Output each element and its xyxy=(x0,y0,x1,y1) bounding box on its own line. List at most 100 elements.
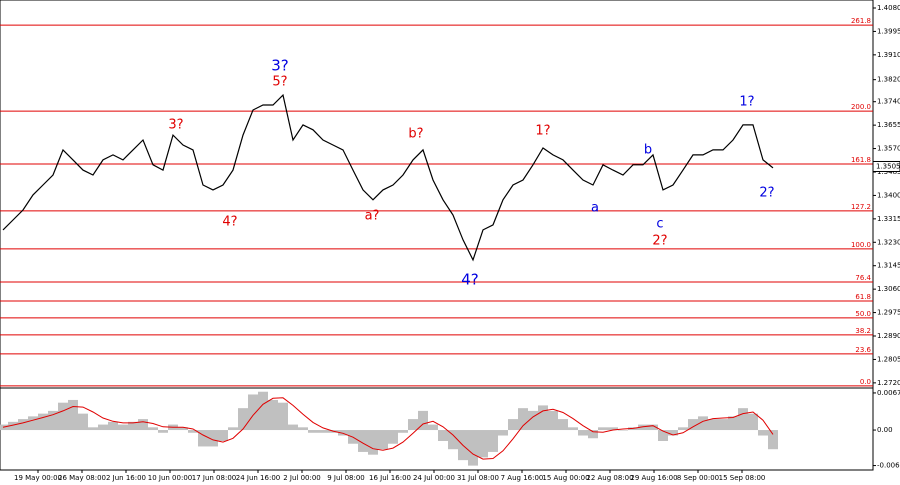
histogram-bar xyxy=(108,421,118,431)
fib-label: 23.6 xyxy=(855,346,871,354)
histogram-bar xyxy=(538,405,548,431)
x-tick-label: 9 Jul 08:00 xyxy=(327,474,365,482)
histogram-bar xyxy=(648,424,658,431)
wave-label: 1? xyxy=(739,95,754,110)
x-tick-label: 24 Jul 00:00 xyxy=(413,474,455,482)
wave-label: a xyxy=(591,201,599,216)
histogram-bar xyxy=(698,416,708,431)
histogram-bar xyxy=(198,430,208,447)
y-tick-label: 1.3315 xyxy=(877,215,900,223)
histogram-bar xyxy=(468,430,478,466)
histogram-bar xyxy=(18,419,28,431)
histogram-bar xyxy=(388,430,398,444)
histogram-bar xyxy=(218,430,228,441)
fib-label: 0.0 xyxy=(860,378,871,386)
wave-label: 5? xyxy=(272,75,287,90)
x-tick-label: 19 May 00:00 xyxy=(14,474,62,482)
x-tick-label: 26 May 08:00 xyxy=(58,474,106,482)
histogram-bar xyxy=(98,424,108,431)
wave-label: c xyxy=(656,217,663,232)
y-tick-label: 1.3230 xyxy=(877,238,900,246)
wave-label: 3? xyxy=(168,118,183,133)
histogram-bar xyxy=(588,430,598,439)
histogram-bar xyxy=(428,424,438,431)
histogram-bar xyxy=(578,430,588,436)
histogram-bar xyxy=(178,427,188,431)
histogram-bar xyxy=(438,430,448,441)
x-tick-label: 7 Aug 16:00 xyxy=(501,474,544,482)
x-tick-label: 2 Jul 00:00 xyxy=(283,474,321,482)
y-tick-label: -0.00649 xyxy=(877,462,900,470)
histogram-bar xyxy=(378,430,388,450)
histogram-bar xyxy=(78,413,88,431)
histogram-bar xyxy=(408,419,418,431)
y-tick-label: 1.3400 xyxy=(877,191,900,199)
histogram-bar xyxy=(288,424,298,431)
histogram-bar xyxy=(248,394,258,431)
histogram-bar xyxy=(498,430,508,436)
x-tick-label: 22 Aug 08:00 xyxy=(586,474,633,482)
histogram-bar xyxy=(398,430,408,433)
histogram-bar xyxy=(8,421,18,431)
histogram-bar xyxy=(608,427,618,431)
price-line xyxy=(2,93,774,262)
histogram-bar xyxy=(188,430,198,433)
histogram-bar xyxy=(568,427,578,431)
wave-label: b xyxy=(644,143,652,158)
histogram-bar xyxy=(768,430,778,450)
y-tick-label: 1.2890 xyxy=(877,332,900,340)
y-tick-label: 1.3995 xyxy=(877,27,900,35)
histogram-bar xyxy=(138,419,148,431)
y-tick-label: 1.3485 xyxy=(877,168,900,176)
histogram-bar xyxy=(558,419,568,431)
histogram-bar xyxy=(618,430,628,431)
x-tick-label: 31 Jul 08:00 xyxy=(457,474,499,482)
y-tick-label: 1.3820 xyxy=(877,76,900,84)
histogram-bar xyxy=(148,427,158,431)
x-tick-label: 29 Aug 16:00 xyxy=(630,474,677,482)
histogram-bar xyxy=(28,416,38,431)
histogram-bar xyxy=(278,402,288,431)
fib-label: 61.8 xyxy=(855,293,871,301)
histogram-bar xyxy=(318,430,328,433)
histogram-bar xyxy=(678,427,688,431)
histogram-bar xyxy=(528,410,538,431)
histogram-bar xyxy=(658,430,668,441)
x-tick-label: 24 Jun 16:00 xyxy=(236,474,280,482)
x-tick-label: 16 Jul 16:00 xyxy=(369,474,411,482)
histogram-bar xyxy=(518,408,528,431)
x-tick-label: 8 Sep 00:00 xyxy=(677,474,719,482)
histogram-bar xyxy=(748,413,758,431)
histogram-bar xyxy=(368,430,378,455)
histogram-bar xyxy=(118,424,128,431)
wave-label: a? xyxy=(365,209,380,224)
current-price-label: 1.3505 xyxy=(876,162,900,170)
histogram-bar xyxy=(208,430,218,447)
histogram-bar xyxy=(338,430,348,436)
wave-label: b? xyxy=(408,127,423,142)
wave-label: 2? xyxy=(652,234,667,249)
histogram-bar xyxy=(688,419,698,431)
y-tick-label: 1.3910 xyxy=(877,51,900,59)
histogram-bar xyxy=(488,430,498,452)
y-tick-label: 0.00678 xyxy=(877,389,900,397)
histogram-bar xyxy=(758,430,768,436)
y-tick-label: 1.3740 xyxy=(877,98,900,106)
y-tick-label: 1.2720 xyxy=(877,379,900,387)
histogram-bar xyxy=(508,419,518,431)
histogram-bar xyxy=(38,413,48,431)
wave-label: 2? xyxy=(759,186,774,201)
histogram-bar xyxy=(448,430,458,450)
histogram-bar xyxy=(418,410,428,431)
fib-label: 76.4 xyxy=(855,274,871,282)
signal-line xyxy=(2,397,774,460)
plot-frame xyxy=(0,0,874,471)
histogram-bar xyxy=(308,430,318,433)
y-tick-label: 1.3655 xyxy=(877,121,900,129)
x-tick-label: 2 Jun 16:00 xyxy=(106,474,146,482)
histogram-bar xyxy=(358,430,368,452)
histogram-bar xyxy=(258,391,268,431)
histogram-bar xyxy=(668,430,678,436)
histogram-bar xyxy=(738,408,748,431)
